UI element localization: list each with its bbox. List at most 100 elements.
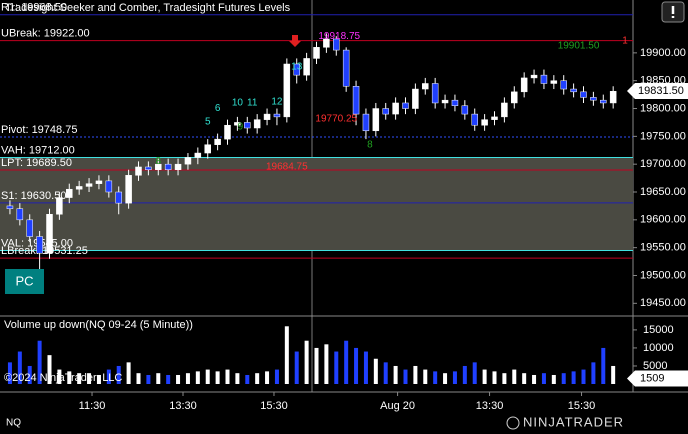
x-tick-label: 13:30 (476, 400, 504, 412)
candle-body (422, 83, 429, 90)
volume-bar (156, 373, 161, 384)
candle-body (451, 99, 459, 106)
candle-body (16, 208, 24, 221)
candle-body (184, 157, 192, 165)
pc-button-label[interactable]: PC (15, 273, 33, 288)
y-tick-label: 19650.00 (640, 186, 686, 198)
candle-body (342, 49, 350, 87)
y-tick-label: 19800.00 (640, 102, 686, 114)
volume-bar (195, 371, 200, 384)
annotation: 19770.25 (315, 114, 357, 125)
x-tick-label: Aug 20 (380, 400, 415, 412)
candle-body (135, 166, 142, 176)
volume-bar (27, 365, 32, 384)
volume-bar (443, 373, 448, 384)
candle-body (441, 99, 449, 104)
volume-bar (215, 371, 220, 384)
candle-body (273, 113, 281, 118)
volume-title: Volume up down(NQ 09-24 (5 Minute)) (4, 319, 193, 331)
level-label: UBreak: 19922.00 (1, 28, 90, 40)
volume-bar (591, 362, 596, 384)
candle-body (115, 191, 122, 204)
candle-body (303, 58, 310, 76)
candle-body (155, 163, 162, 170)
volume-bar (561, 373, 566, 384)
volume-bar (452, 371, 457, 384)
volume-bar (255, 373, 260, 384)
candle-body (164, 163, 172, 170)
level-label: R1: 19968.50 (1, 2, 67, 14)
candle-body (501, 102, 508, 118)
annotation: 6 (215, 103, 221, 114)
candle-body (66, 188, 73, 198)
candle-body (263, 113, 271, 120)
volume-bar (225, 369, 230, 384)
instrument: NQ (6, 418, 21, 429)
candle-body (520, 77, 528, 93)
x-tick-label: 11:30 (79, 400, 106, 412)
volume-bar (492, 371, 497, 384)
volume-bar (551, 374, 556, 384)
annotation: 10 (232, 98, 244, 109)
candle-body (214, 138, 221, 145)
volume-bar (472, 362, 477, 384)
volume-bar (324, 344, 329, 384)
volume-bar (502, 373, 507, 384)
candle-body (46, 214, 53, 254)
volume-bar (274, 369, 279, 384)
candle-body (234, 122, 241, 126)
last-price-label: 19831.50 (638, 85, 684, 97)
y-tick-label: 19550.00 (640, 242, 686, 254)
volume-bar (403, 369, 408, 384)
candle-body (600, 99, 607, 104)
volume-bar (354, 347, 359, 384)
volume-bar (294, 351, 299, 384)
candle-body (244, 122, 251, 129)
candle-body (530, 74, 538, 79)
candle-body (85, 183, 93, 187)
level-label: LBreak: 19531.25 (1, 245, 88, 257)
annotation: 19684.75 (266, 161, 308, 172)
candle-body (56, 197, 63, 215)
candle-body (6, 205, 14, 209)
volume-bar (304, 340, 309, 384)
candle-body (174, 163, 182, 170)
candle-body (95, 180, 103, 184)
last-volume-marker (627, 370, 688, 387)
pc-button[interactable] (5, 269, 44, 294)
level-label: Pivot: 19748.75 (1, 124, 77, 136)
volume-bar (373, 358, 378, 384)
volume-bar (571, 371, 576, 384)
candle-body (125, 175, 132, 204)
volume-tick-label: 10000 (643, 342, 674, 354)
volume-bar (87, 373, 92, 384)
candle-body (431, 83, 439, 104)
volume-bar (245, 374, 250, 384)
candle-body (392, 102, 399, 115)
volume-bar (116, 365, 121, 384)
volume-bar (541, 373, 546, 384)
candle-body (560, 80, 567, 90)
candle-body (471, 113, 478, 126)
candle-body (224, 124, 231, 140)
annotation: 11 (247, 98, 258, 109)
candle-body (36, 236, 43, 254)
volume-bar (314, 347, 319, 384)
y-tick-label: 19700.00 (640, 158, 686, 170)
volume-bar (284, 326, 289, 384)
volume-bar (462, 365, 467, 384)
level-label: LPT: 19689.50 (1, 157, 72, 169)
volume-bar (205, 369, 210, 384)
candle-body (402, 102, 409, 109)
annotation: 5 (205, 117, 211, 128)
volume-bar (7, 362, 12, 384)
volume-bar (17, 351, 22, 384)
arrow-marker (289, 35, 301, 47)
candle-body (352, 86, 360, 115)
volume-bar (265, 371, 270, 384)
x-tick-label: 13:30 (169, 400, 197, 412)
annotation: 19918.75 (318, 31, 360, 42)
volume-bar (344, 340, 349, 384)
volume-bar (413, 365, 418, 384)
